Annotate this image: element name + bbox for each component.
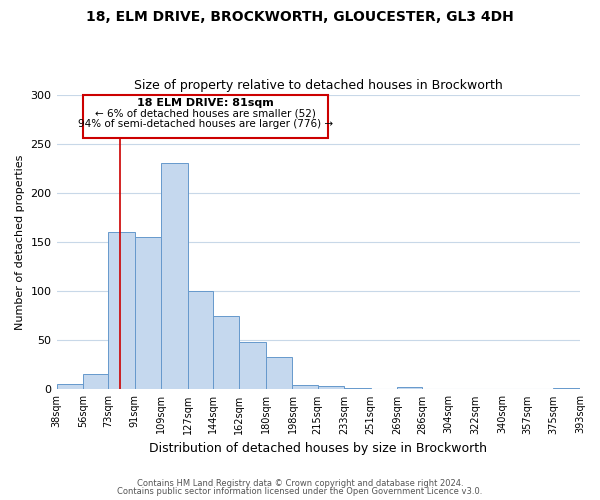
Bar bbox=[397, 388, 422, 390]
Bar bbox=[266, 357, 292, 390]
Text: 18 ELM DRIVE: 81sqm: 18 ELM DRIVE: 81sqm bbox=[137, 98, 274, 108]
X-axis label: Distribution of detached houses by size in Brockworth: Distribution of detached houses by size … bbox=[149, 442, 487, 455]
Bar bbox=[317, 386, 344, 390]
Text: Contains public sector information licensed under the Open Government Licence v3: Contains public sector information licen… bbox=[118, 487, 482, 496]
Y-axis label: Number of detached properties: Number of detached properties bbox=[15, 154, 25, 330]
Text: Contains HM Land Registry data © Crown copyright and database right 2024.: Contains HM Land Registry data © Crown c… bbox=[137, 478, 463, 488]
Bar bbox=[553, 388, 580, 390]
Bar bbox=[292, 384, 317, 390]
Bar bbox=[56, 384, 83, 390]
Text: 94% of semi-detached houses are larger (776) →: 94% of semi-detached houses are larger (… bbox=[78, 119, 333, 129]
Bar bbox=[83, 374, 108, 390]
Text: ← 6% of detached houses are smaller (52): ← 6% of detached houses are smaller (52) bbox=[95, 108, 316, 118]
Bar bbox=[134, 237, 161, 390]
Text: 18, ELM DRIVE, BROCKWORTH, GLOUCESTER, GL3 4DH: 18, ELM DRIVE, BROCKWORTH, GLOUCESTER, G… bbox=[86, 10, 514, 24]
Bar bbox=[239, 342, 266, 390]
Bar bbox=[83, 94, 328, 138]
Bar bbox=[108, 232, 134, 390]
Bar bbox=[344, 388, 371, 390]
Bar bbox=[213, 316, 239, 390]
Bar bbox=[188, 291, 213, 390]
Bar bbox=[161, 164, 188, 390]
Title: Size of property relative to detached houses in Brockworth: Size of property relative to detached ho… bbox=[134, 79, 503, 92]
